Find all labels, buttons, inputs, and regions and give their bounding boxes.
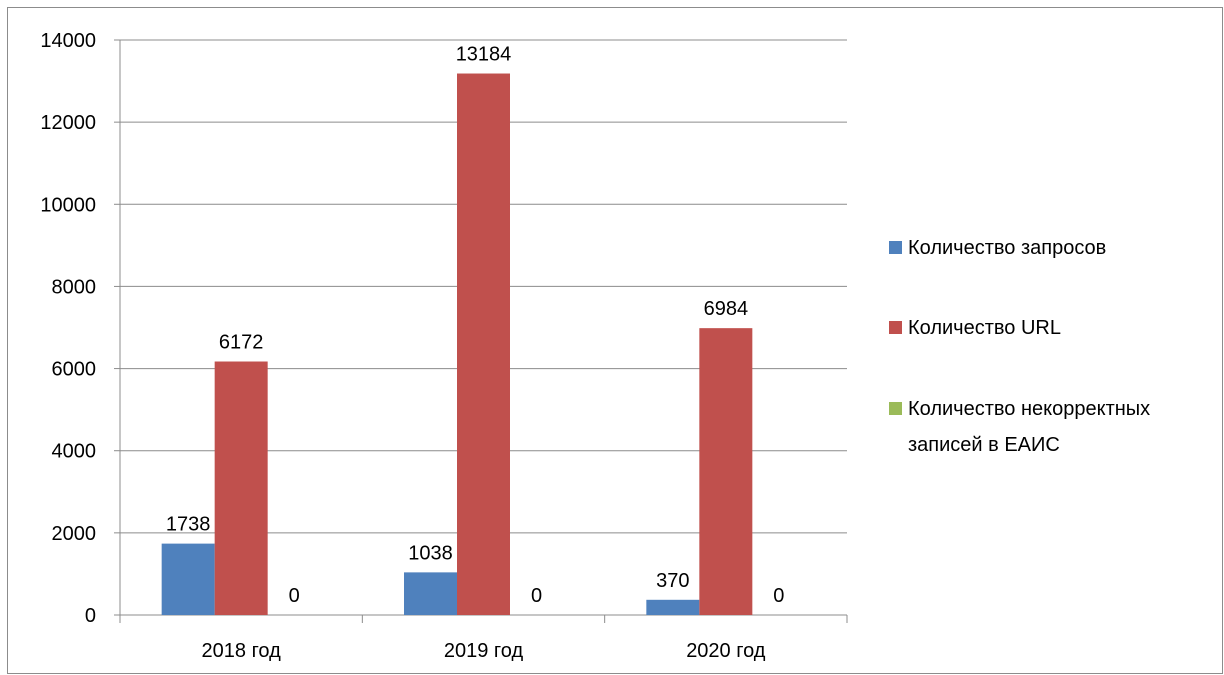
data-label: 0 xyxy=(289,585,300,607)
legend-swatch xyxy=(889,402,902,415)
bar xyxy=(161,543,215,615)
data-label: 13184 xyxy=(456,44,512,66)
data-label: 0 xyxy=(531,585,542,607)
legend-label: Количество некорректных xyxy=(908,398,1150,420)
legend-label: Количество запросов xyxy=(908,237,1106,259)
data-label: 370 xyxy=(656,570,689,592)
y-tick-label: 14000 xyxy=(40,30,96,52)
legend-label: Количество URL xyxy=(908,317,1061,339)
y-tick-label: 6000 xyxy=(52,359,97,381)
data-label: 1738 xyxy=(166,514,211,536)
legend-label: записей в ЕАИС xyxy=(908,434,1060,456)
y-tick-label: 10000 xyxy=(40,194,96,216)
data-label: 0 xyxy=(773,585,784,607)
y-tick-label: 0 xyxy=(85,605,96,627)
data-label: 6172 xyxy=(219,332,264,354)
bars xyxy=(161,73,753,615)
bar xyxy=(214,361,268,615)
data-labels: 1738 6172 0 1038 13184 0 370 6984 0 xyxy=(166,44,784,607)
bar xyxy=(457,73,510,615)
y-tick-label: 4000 xyxy=(52,441,97,463)
y-tick-label: 12000 xyxy=(40,112,96,134)
y-tick-label: 8000 xyxy=(52,276,97,298)
x-tick-label: 2018 год xyxy=(202,640,282,662)
x-tick-label: 2020 год xyxy=(686,640,766,662)
bar xyxy=(699,328,753,615)
data-label: 1038 xyxy=(408,542,453,564)
x-tick-label: 2019 год xyxy=(444,640,524,662)
y-tick-label: 2000 xyxy=(52,523,97,545)
bar xyxy=(646,599,700,615)
data-label: 6984 xyxy=(704,298,749,320)
legend-swatch xyxy=(889,321,902,334)
legend-swatch xyxy=(889,241,902,254)
bar xyxy=(404,572,457,615)
axes: 0 2000 4000 6000 8000 10000 12000 14000 2018 год… xyxy=(40,30,848,662)
legend: Количество запросов Количество URL Количес… xyxy=(889,237,1150,456)
